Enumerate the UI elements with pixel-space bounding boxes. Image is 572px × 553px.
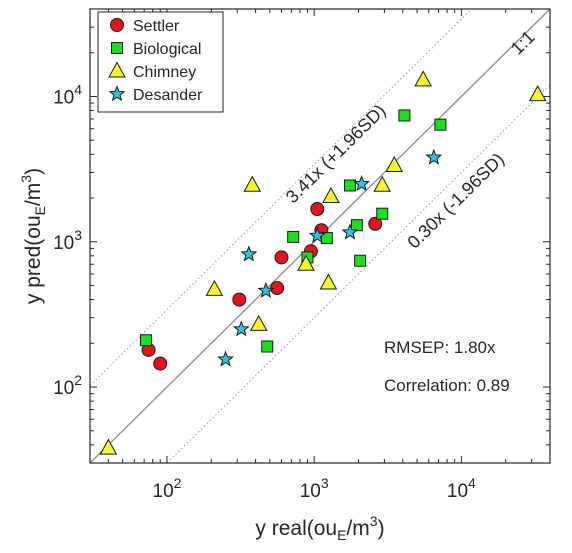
biological-point (320, 232, 333, 245)
axis-ticks: 102 103 104 102 103 104 (53, 8, 551, 502)
correlation-annotation: Correlation: 0.89 (384, 376, 510, 395)
data-points (99, 70, 547, 455)
desander-point (353, 175, 371, 192)
biological-point (398, 109, 411, 122)
reference-line-labels: 1:1 3.41x (+1.96SD) 0.30x (-1.96SD) (282, 27, 539, 253)
legend-marker-desander (108, 85, 126, 102)
reference-line-label-3: 0.30x (-1.96SD) (404, 149, 508, 252)
desander-point (341, 223, 359, 240)
biological-point (261, 340, 274, 353)
y-tick-label: 104 (53, 81, 82, 108)
biological-point (350, 219, 363, 232)
chimney-point (414, 70, 433, 87)
chimney-point (249, 314, 268, 331)
plot-frame (89, 8, 551, 464)
chimney-point (297, 254, 315, 271)
chimney-point (385, 155, 404, 172)
legend-marker-settler (110, 18, 124, 32)
desander-point (240, 245, 258, 262)
annotations: RMSEP: 1.80x Correlation: 0.89 (384, 338, 510, 395)
desander-point (425, 148, 443, 165)
chimney-point (243, 175, 262, 192)
chimney-point (319, 273, 338, 290)
chimney-point (205, 279, 224, 296)
chimney-point (528, 85, 547, 102)
legend-label-biological: Biological (133, 41, 201, 58)
settler-point (274, 250, 289, 265)
legend-label-chimney: Chimney (133, 64, 196, 81)
reference-line-label-1: 1:1 (507, 27, 539, 59)
x-tick-label: 102 (153, 475, 182, 502)
biological-point (287, 230, 300, 243)
desander-point (232, 320, 250, 337)
desander-point (257, 281, 275, 298)
settler-point (153, 356, 168, 371)
legend-label-settler: Settler (133, 18, 180, 35)
desander-point (217, 350, 235, 367)
settler-point (368, 216, 383, 231)
biological-point (376, 207, 389, 220)
y-tick-label: 102 (53, 372, 82, 399)
legend-label-desander: Desander (133, 87, 203, 104)
y-tick-label: 103 (53, 227, 82, 254)
biological-point (434, 118, 447, 131)
legend-marker-chimney (108, 61, 126, 78)
legend-marker-biological (111, 42, 123, 54)
desander-point (308, 226, 326, 243)
y-axis-title: y pred(ouE/m3) (18, 168, 48, 304)
chimney-point (373, 175, 392, 192)
rmsep-annotation: RMSEP: 1.80x (384, 338, 496, 357)
chimney-point (99, 438, 118, 455)
biological-point (139, 334, 152, 347)
reference-line-label-2: 3.41x (+1.96SD) (282, 100, 390, 207)
reference-line-2 (89, 8, 472, 386)
chimney-point (322, 186, 340, 203)
x-tick-label: 103 (300, 475, 329, 502)
x-tick-label: 104 (447, 475, 476, 502)
reference-line-3 (166, 84, 551, 464)
biological-point (354, 254, 367, 267)
biological-point (343, 179, 356, 192)
x-axis-title: y real(ouE/m3) (255, 513, 384, 543)
legend: Settler Biological Chimney Desander (97, 11, 224, 113)
settler-point (310, 202, 325, 217)
settler-point (232, 292, 247, 307)
